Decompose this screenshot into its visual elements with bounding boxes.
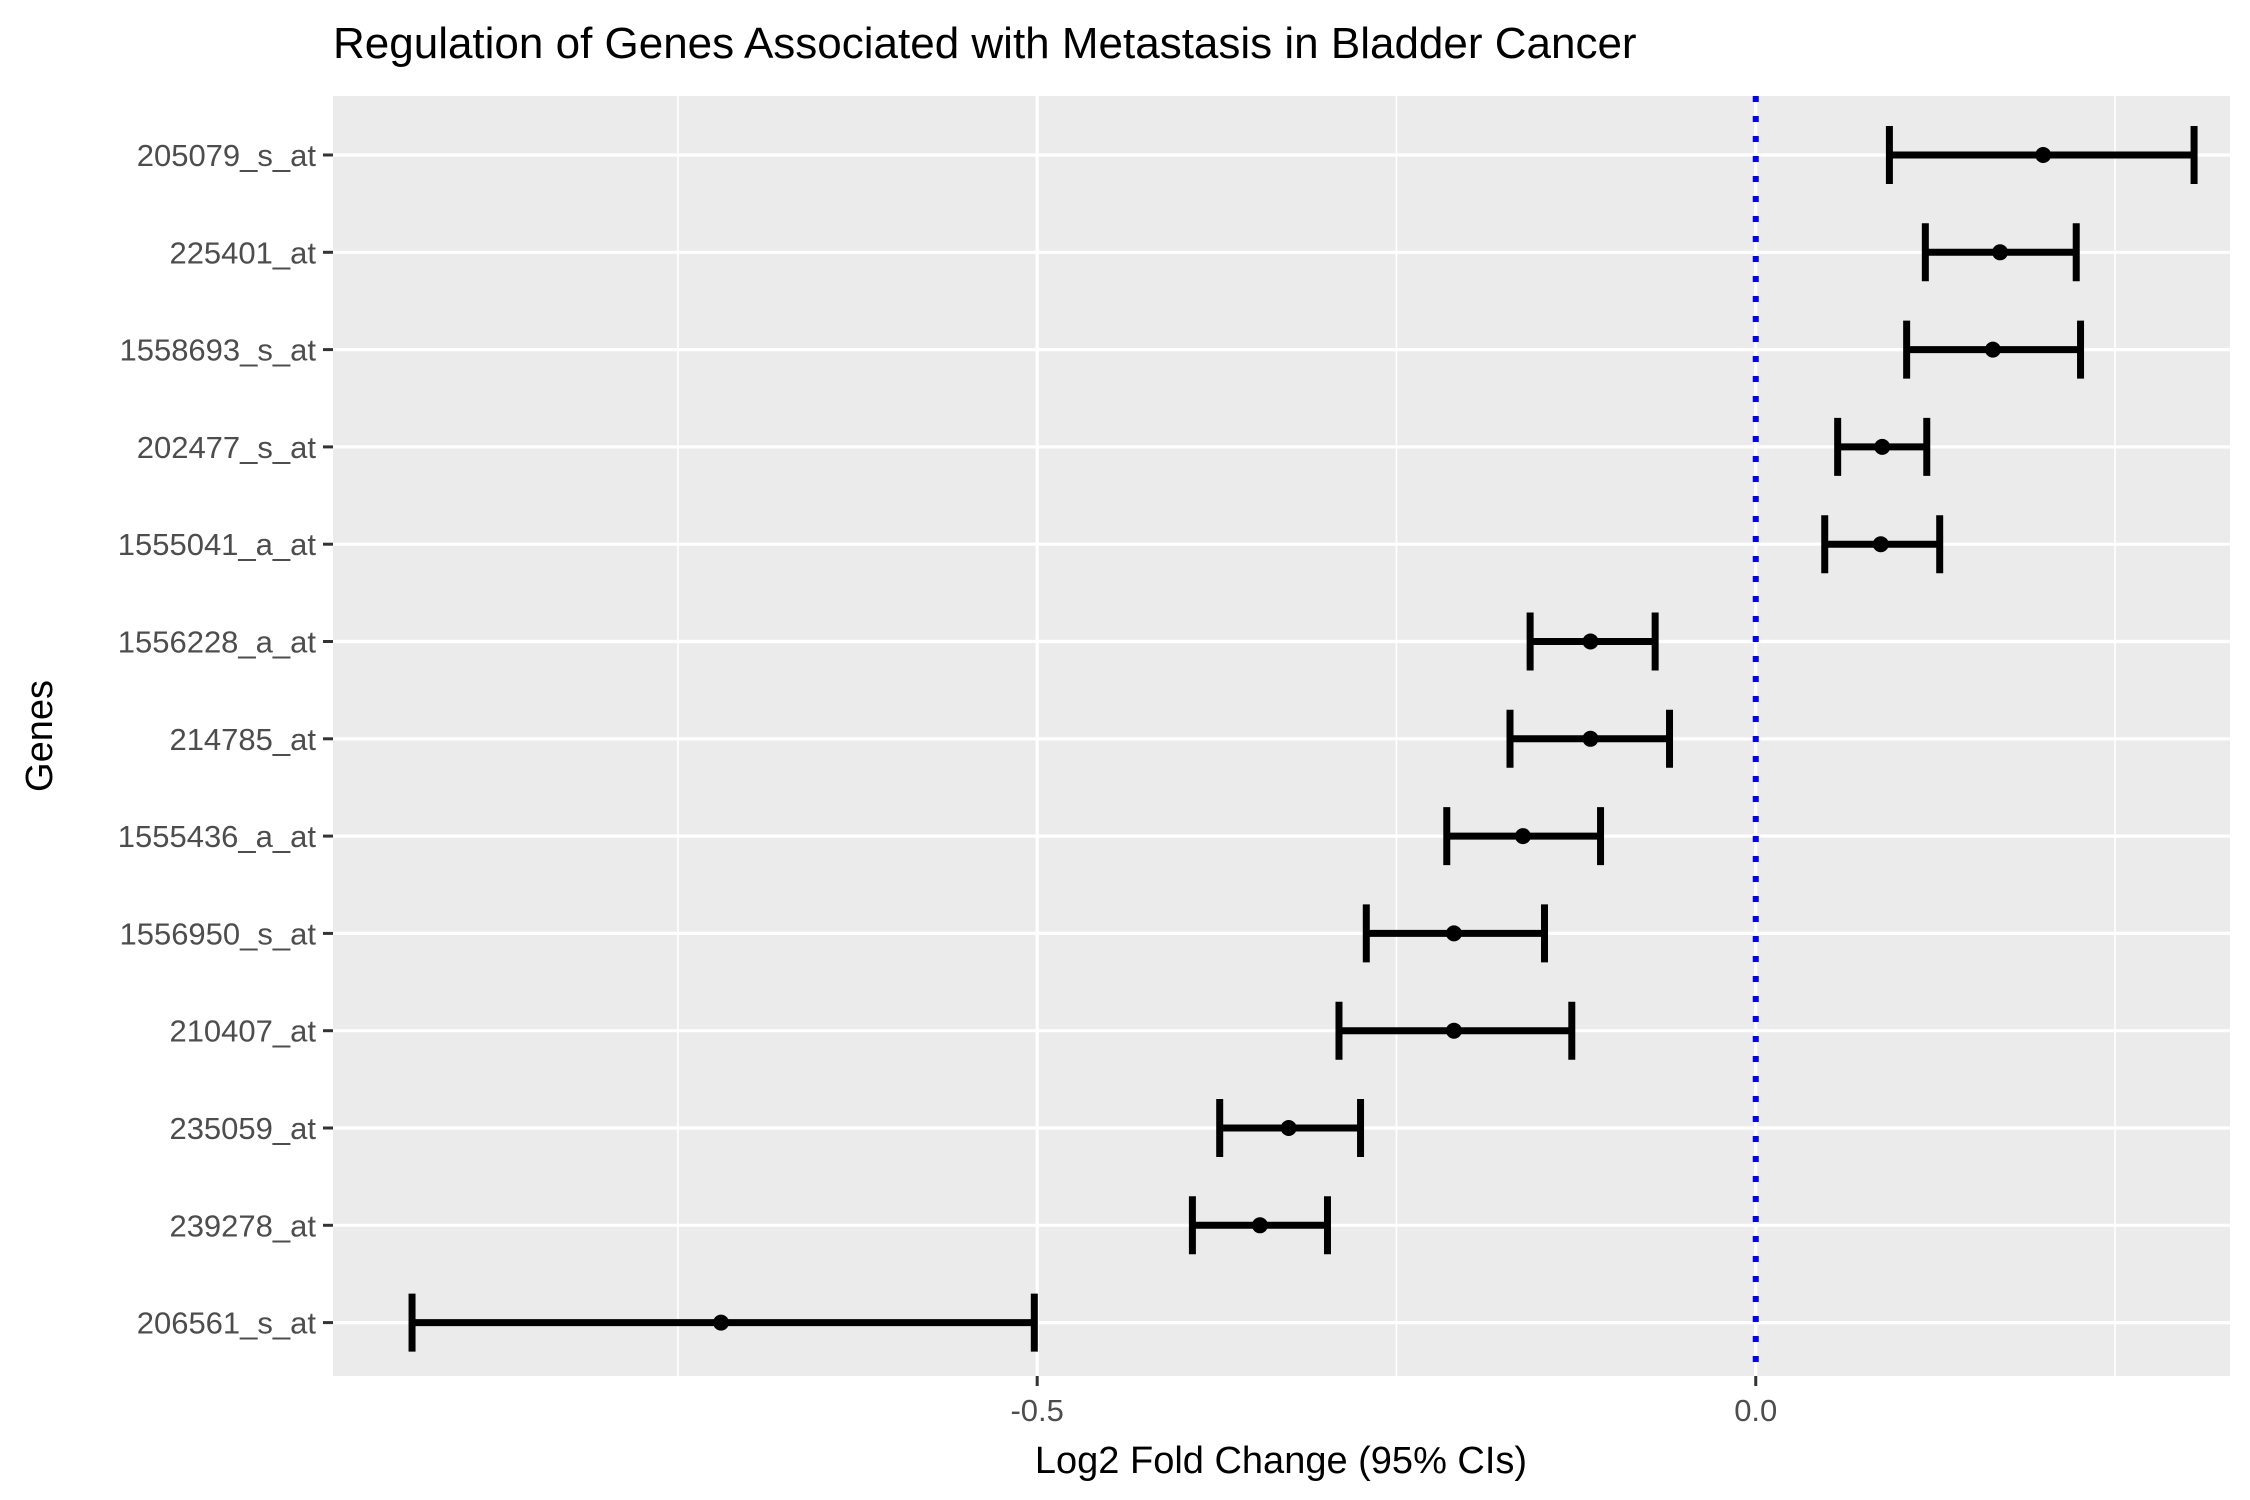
estimate-point [1874,438,1891,455]
estimate-point [1582,633,1599,650]
y-tick-label: 210407_at [169,1014,316,1049]
y-tick-label: 1556228_a_at [118,625,317,660]
estimate-point [713,1314,730,1331]
y-tick-label: 214785_at [169,722,316,757]
estimate-point [2035,147,2052,163]
y-axis-title: Genes [19,680,61,792]
error-bars [408,126,2198,1352]
estimate-point [1984,341,2001,358]
estimate-point [1872,536,1889,553]
estimate-point [1280,1120,1297,1136]
estimate-point [1251,1217,1268,1234]
x-axis-title: Log2 Fold Change (95% CIs) [1035,1440,1527,1482]
y-tick-label: 202477_s_at [137,430,317,465]
plot-panel [333,96,2230,1376]
x-tick-label: 0.0 [1734,1393,1777,1428]
estimate-point [1514,828,1531,845]
estimate-point [1445,925,1462,942]
chart-title: Regulation of Genes Associated with Meta… [333,19,1637,68]
estimate-point [1445,1022,1462,1039]
x-axis: -0.5 0.0 [1010,1376,1777,1428]
estimate-point [1582,730,1599,747]
y-tick-label: 225401_at [169,235,316,270]
x-tick-label: -0.5 [1010,1393,1063,1428]
y-tick-label: 235059_at [169,1111,316,1146]
y-tick-label: 205079_s_at [137,138,317,173]
y-axis: 205079_s_at 225401_at 1558693_s_at 202477_s… [118,138,333,1341]
y-tick-label: 1556950_s_at [119,916,316,951]
y-tick-label: 206561_s_at [137,1306,317,1341]
y-tick-label: 1555436_a_at [118,819,317,854]
estimate-point [1992,244,2009,261]
y-tick-label: 1558693_s_at [119,333,316,368]
y-tick-label: 239278_at [169,1208,316,1243]
y-tick-label: 1555041_a_at [118,527,317,562]
